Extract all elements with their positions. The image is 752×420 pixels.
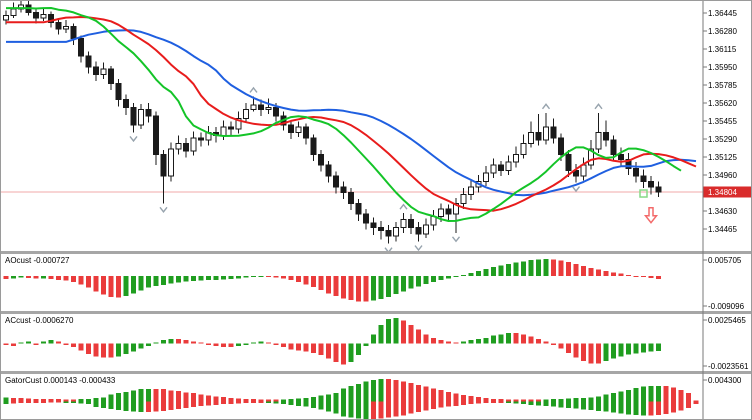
panel-scale-labels: 0.004300: [703, 376, 742, 385]
svg-text:-0.009096: -0.009096: [708, 302, 745, 311]
svg-text:1.34465: 1.34465: [708, 225, 737, 234]
candles-layer: [3, 1, 662, 244]
svg-text:1.36115: 1.36115: [708, 45, 737, 54]
fractal-up-icon: [399, 203, 408, 210]
hollow-square-icon: [639, 189, 648, 198]
svg-text:1.36280: 1.36280: [708, 27, 737, 36]
fractal-arrows-layer: [129, 86, 603, 254]
svg-text:1.34804: 1.34804: [708, 188, 737, 197]
panel-divider[interactable]: [1, 311, 752, 314]
current-price-badge: 1.34804: [703, 186, 751, 198]
alligator-teeth-line: [6, 16, 697, 212]
indicator-title-gator: GatorCust 0.000143 -0.000433: [5, 376, 116, 385]
indicator-title-ao: AOcust -0.000727: [5, 256, 70, 265]
sell-arrow-icon: [643, 206, 659, 224]
panel-scale-labels: 0.0025465 -0.0023561: [703, 316, 749, 371]
svg-text:0.004300: 0.004300: [708, 376, 742, 385]
alligator-jaw-line: [6, 29, 697, 197]
svg-text:1.35950: 1.35950: [708, 63, 737, 72]
svg-text:1.35125: 1.35125: [708, 153, 737, 162]
panel-divider[interactable]: [1, 251, 752, 254]
svg-text:-0.0023561: -0.0023561: [708, 362, 749, 371]
panel-histogram-1: [3, 318, 661, 365]
svg-text:1.36445: 1.36445: [708, 9, 737, 18]
alligator-lips-line: [6, 7, 682, 222]
fractal-down-icon: [159, 206, 168, 213]
signal-marks-layer: [639, 189, 659, 224]
panel-histogram-0: [3, 259, 661, 302]
panel-histogram-2: [3, 379, 699, 419]
fractal-down-icon: [414, 245, 423, 252]
svg-text:1.35785: 1.35785: [708, 81, 737, 90]
svg-text:1.34630: 1.34630: [708, 207, 737, 216]
svg-text:1.34960: 1.34960: [708, 171, 737, 180]
price-axis[interactable]: 1.36445 1.36280 1.36115 1.35950 1.35785 1.356…: [702, 1, 737, 420]
fractal-down-icon: [571, 186, 581, 193]
svg-text:0.0025465: 0.0025465: [708, 316, 746, 325]
indicator-title-ac: ACcust -0.0006270: [5, 316, 74, 325]
fractal-up-icon: [541, 103, 551, 110]
fractal-down-icon: [451, 236, 461, 243]
fractal-up-icon: [249, 86, 258, 93]
svg-text:1.35455: 1.35455: [708, 117, 737, 126]
svg-text:1.35620: 1.35620: [708, 99, 737, 108]
svg-text:1.35290: 1.35290: [708, 135, 737, 144]
fractal-down-icon: [129, 136, 138, 143]
panel-scale-labels: 0.005705 -0.009096: [703, 256, 745, 311]
svg-text:0.005705: 0.005705: [708, 256, 742, 265]
fractal-up-icon: [594, 103, 603, 110]
panel-divider[interactable]: [1, 371, 752, 374]
